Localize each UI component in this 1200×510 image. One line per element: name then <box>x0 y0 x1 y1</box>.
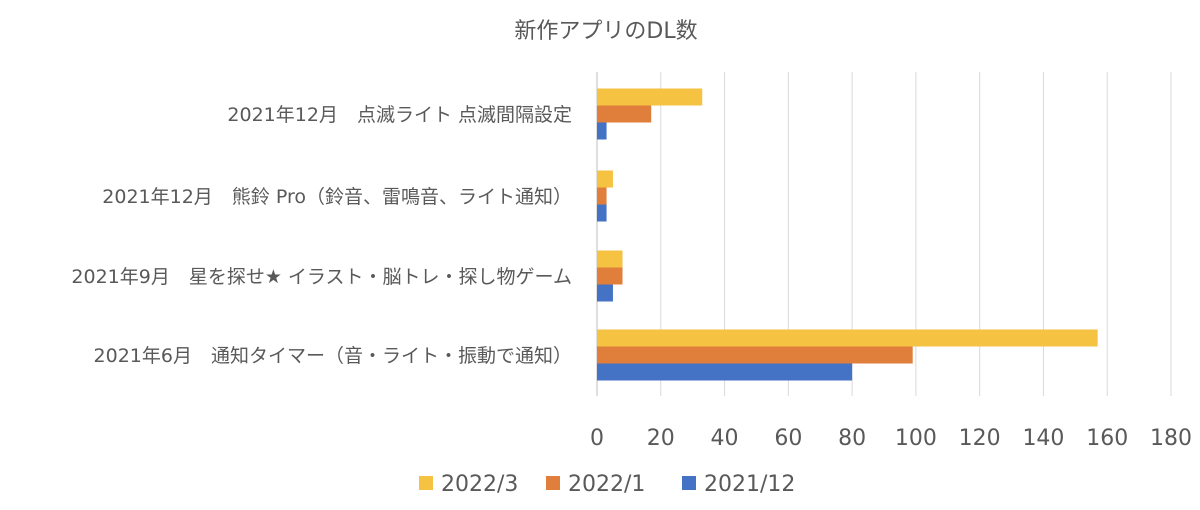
category-label: 2021年6月 通知タイマー（音・ライト・振動で通知） <box>94 345 572 367</box>
bar-2022/1 <box>597 105 652 123</box>
legend-swatch <box>419 476 433 490</box>
legend-swatch <box>546 476 560 490</box>
legend-swatch <box>682 476 696 490</box>
bar-2021/12 <box>597 284 613 302</box>
x-tick-label: 160 <box>1086 426 1128 451</box>
bar-2021/12 <box>597 363 853 381</box>
legend-label: 2021/12 <box>704 472 795 497</box>
gridlines <box>596 72 1172 396</box>
x-tick-label: 60 <box>774 426 802 451</box>
category-label: 2021年9月 星を探せ★ イラスト・脳トレ・探し物ゲーム <box>71 266 572 288</box>
bar-2022/3 <box>597 250 623 268</box>
legend-label: 2022/1 <box>568 472 645 497</box>
category-label: 2021年12月 熊鈴 Pro（鈴音、雷鳴音、ライト通知） <box>102 186 572 208</box>
category-labels: 2021年12月 点滅ライト 点滅間隔設定 2021年12月 熊鈴 Pro（鈴音、… <box>71 104 572 367</box>
x-tick-label: 180 <box>1150 426 1192 451</box>
bar-2022/3 <box>597 170 613 188</box>
bar-2022/1 <box>597 346 913 364</box>
x-tick-labels: 0 20 40 60 80 100 120 140 160 180 <box>590 426 1192 451</box>
x-tick-label: 0 <box>590 426 604 451</box>
bar-2021/12 <box>597 122 607 140</box>
x-tick-label: 140 <box>1022 426 1064 451</box>
bar-2022/1 <box>597 187 607 205</box>
bar-2022/3 <box>597 329 1098 347</box>
legend-label: 2022/3 <box>441 472 518 497</box>
bars <box>597 88 1098 381</box>
chart-title: 新作アプリのDL数 <box>514 19 697 44</box>
bar-2022/1 <box>597 267 623 285</box>
x-tick-label: 100 <box>895 426 937 451</box>
legend: 2022/3 2022/1 2021/12 <box>419 472 795 497</box>
x-tick-label: 20 <box>647 426 675 451</box>
bar-2021/12 <box>597 204 607 222</box>
bar-2022/3 <box>597 88 703 106</box>
category-label: 2021年12月 点滅ライト 点滅間隔設定 <box>227 104 572 126</box>
x-tick-label: 40 <box>711 426 739 451</box>
x-tick-label: 80 <box>838 426 866 451</box>
x-tick-label: 120 <box>959 426 1001 451</box>
